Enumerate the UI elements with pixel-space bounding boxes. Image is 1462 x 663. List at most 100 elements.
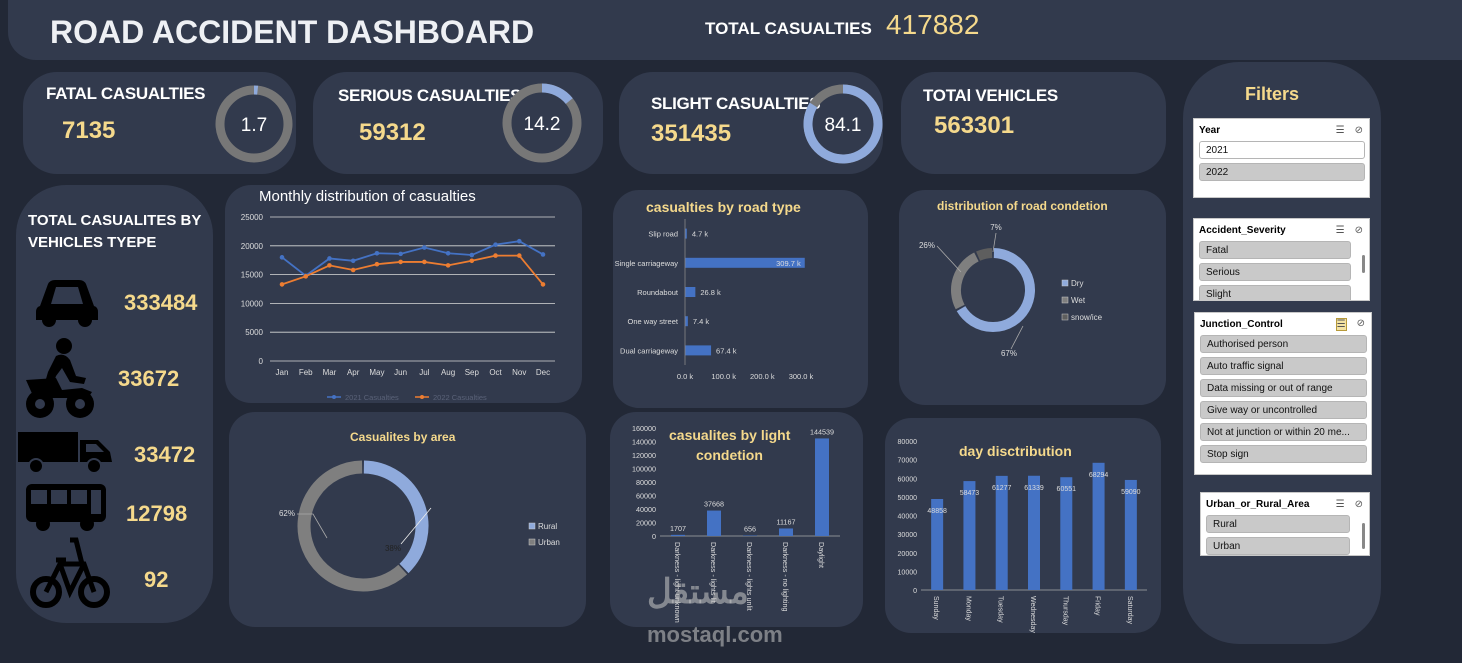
multi-select-icon[interactable]: ☰ xyxy=(1335,317,1347,331)
slicer-item-auto-traffic-signal[interactable]: Auto traffic signal xyxy=(1200,357,1367,375)
y-tick-label: 120000 xyxy=(632,451,656,460)
clear-filter-icon[interactable]: ⊘ xyxy=(1354,224,1363,236)
legend-label: Dry xyxy=(1071,279,1083,288)
slicer-item-give-way[interactable]: Give way or uncontrolled xyxy=(1200,401,1367,419)
x-tick-label: Oct xyxy=(489,368,502,377)
slicer-area: Urban_or_Rural_Area ☰ ⊘ Rural Urban xyxy=(1200,492,1370,556)
vehicle-value-bus: 12798 xyxy=(126,501,188,526)
legend-label: 2022 Casualties xyxy=(433,393,487,402)
slicer-item-stop-sign[interactable]: Stop sign xyxy=(1200,445,1367,463)
bar xyxy=(995,475,1008,590)
x-tick-label: Dec xyxy=(536,368,550,377)
watermark-arabic: مستقل xyxy=(647,573,749,611)
bar xyxy=(1028,475,1040,590)
legend-marker xyxy=(420,395,424,399)
kpi-title-fatal: FATAL CASUALTIES xyxy=(46,84,206,103)
kpi-title-slight: SLIGHT CASUALTIES xyxy=(651,94,821,113)
x-tick-label: Jan xyxy=(276,368,289,377)
x-tick-label: Sunday xyxy=(932,596,939,620)
y-tick-label: 10000 xyxy=(241,299,264,308)
data-point xyxy=(469,258,475,264)
legend-label: Wet xyxy=(1071,296,1086,305)
data-label: 67.4 k xyxy=(716,346,737,355)
vehicle-value-car: 333484 xyxy=(124,290,198,315)
category-label: Single carriageway xyxy=(615,259,679,268)
pie-slice xyxy=(363,460,429,574)
bar xyxy=(1124,479,1137,590)
slicer-area-title: Urban_or_Rural_Area xyxy=(1206,498,1310,510)
slicer-scrollbar[interactable] xyxy=(1362,255,1365,273)
category-label: One way street xyxy=(628,317,679,326)
slicer-scrollbar[interactable] xyxy=(1362,523,1365,549)
pie-slice xyxy=(297,460,408,592)
data-point xyxy=(279,282,285,287)
road-condition-title: distribution of road condetion xyxy=(937,199,1108,213)
clear-filter-icon[interactable]: ⊘ xyxy=(1356,317,1365,329)
bar xyxy=(1092,462,1105,590)
pie-slice xyxy=(956,248,1035,332)
data-point xyxy=(540,282,546,287)
slicer-item-serious[interactable]: Serious xyxy=(1199,263,1351,281)
slicer-item-slight[interactable]: Slight xyxy=(1199,285,1351,300)
x-tick-label: Daylight xyxy=(817,542,826,568)
y-tick-label: 20000 xyxy=(898,551,918,558)
legend-swatch xyxy=(528,538,536,546)
clear-filter-icon[interactable]: ⊘ xyxy=(1354,498,1363,510)
leader-line xyxy=(297,513,328,539)
slicer-item-2022[interactable]: 2022 xyxy=(1199,163,1365,181)
day-card xyxy=(885,418,1161,633)
slicer-item-fatal[interactable]: Fatal xyxy=(1199,241,1351,259)
slicer-item-2021[interactable]: 2021 xyxy=(1199,141,1365,159)
bar xyxy=(685,345,712,356)
category-label: Dual carriageway xyxy=(620,346,678,355)
series-line xyxy=(281,254,544,286)
data-label: 61277 xyxy=(992,485,1012,492)
slicer-severity-title: Accident_Severity xyxy=(1199,224,1286,236)
filters-title: Filters xyxy=(1245,84,1300,104)
y-tick-label: 10000 xyxy=(898,569,918,576)
x-tick-label: Darkness - lights lit xyxy=(709,542,718,603)
slicer-item-urban[interactable]: Urban xyxy=(1206,537,1350,555)
slicer-item-authorised-person[interactable]: Authorised person xyxy=(1200,335,1367,353)
x-tick-label: Jul xyxy=(419,368,429,377)
x-tick-label: Nov xyxy=(512,368,526,377)
light-chart: 0 20000 40000 60000 80000 100000 120000 140000 1… xyxy=(632,424,840,623)
x-tick-label: 0.0 k xyxy=(677,372,694,381)
legend-marker xyxy=(332,395,336,399)
x-tick-label: 100.0 k xyxy=(711,372,736,381)
data-label: 58473 xyxy=(960,490,980,497)
vehicle-value-bicycle: 92 xyxy=(144,567,169,592)
slicer-item-rural[interactable]: Rural xyxy=(1206,515,1350,533)
kpi-donut-arc xyxy=(803,84,883,164)
dashboard-title: ROAD ACCIDENT DASHBOARD xyxy=(50,14,535,50)
multi-select-icon[interactable]: ☰ xyxy=(1335,498,1345,510)
data-label: 62% xyxy=(279,509,295,518)
x-tick-label: Aug xyxy=(441,368,455,377)
y-tick-label: 80000 xyxy=(636,478,656,487)
bar xyxy=(963,481,976,590)
data-label: 38% xyxy=(385,544,401,553)
slicer-severity: Accident_Severity ☰ ⊘ Fatal Serious Slight xyxy=(1193,218,1370,301)
legend-label: Urban xyxy=(538,538,560,547)
vehicles-title-line2: VEHICLES TYEPE xyxy=(28,234,157,251)
legend-swatch xyxy=(528,522,536,530)
multi-select-icon[interactable]: ☰ xyxy=(1335,124,1345,136)
x-tick-label: Mar xyxy=(323,368,337,377)
y-tick-label: 80000 xyxy=(898,439,918,446)
x-tick-label: Apr xyxy=(347,368,360,377)
bar xyxy=(685,316,688,327)
x-tick-label: Jun xyxy=(394,368,407,377)
slicer-junction-title: Junction_Control xyxy=(1200,318,1283,330)
slicer-item-data-missing[interactable]: Data missing or out of range xyxy=(1200,379,1367,397)
clear-filter-icon[interactable]: ⊘ xyxy=(1354,124,1363,136)
y-tick-label: 60000 xyxy=(898,476,918,483)
road-type-title: casualties by road type xyxy=(646,199,801,215)
legend-swatch xyxy=(1061,279,1069,287)
x-tick-label: May xyxy=(369,368,384,377)
data-label: 11167 xyxy=(777,517,796,526)
data-label: 59090 xyxy=(1121,489,1141,496)
slicer-item-not-at-junction[interactable]: Not at junction or within 20 me... xyxy=(1200,423,1367,441)
multi-select-icon[interactable]: ☰ xyxy=(1335,224,1345,236)
svg-text:1.7: 1.7 xyxy=(241,115,267,136)
y-tick-label: 160000 xyxy=(632,424,656,433)
